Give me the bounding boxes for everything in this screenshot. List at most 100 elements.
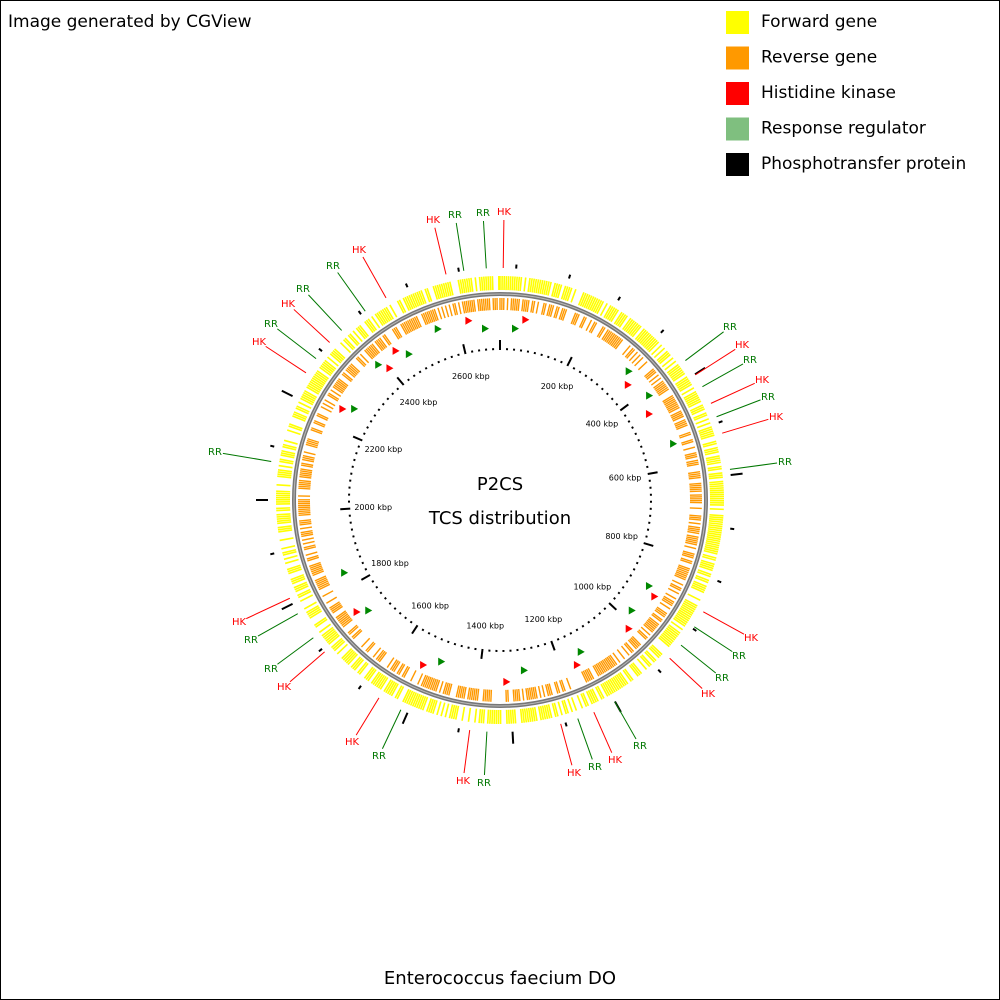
forward-gene [690, 586, 705, 594]
reverse-gene [431, 678, 437, 691]
forward-gene [329, 353, 342, 364]
reverse-gene [681, 553, 694, 559]
forward-gene [705, 540, 720, 545]
forward-gene [704, 450, 719, 456]
forward-gene [278, 464, 293, 469]
callout-label: HK [232, 617, 247, 628]
reverse-gene [366, 347, 376, 358]
reverse-gene [299, 519, 312, 522]
forward-gene [541, 705, 547, 720]
forward-gene [570, 697, 578, 711]
callout-label: HK [345, 737, 360, 748]
reverse-gene [312, 570, 325, 577]
reverse-gene [683, 446, 696, 451]
reverse-gene [309, 561, 321, 568]
forward-gene [308, 608, 321, 618]
forward-gene [331, 351, 343, 363]
forward-gene [363, 666, 374, 679]
scale-tick [634, 432, 638, 436]
scale-tick [643, 542, 654, 547]
forward-gene [648, 341, 660, 353]
forward-gene [554, 283, 561, 298]
scale-tick [375, 585, 379, 589]
forward-gene [643, 336, 655, 349]
forward-gene [277, 525, 292, 529]
forward-gene [702, 553, 717, 559]
forward-gene [321, 363, 334, 373]
callout-line [257, 613, 299, 637]
callout-line [483, 731, 488, 776]
callout-label: HK [277, 682, 292, 693]
forward-gene [396, 686, 405, 700]
reverse-gene [467, 687, 471, 700]
scale-label: 400 kbp [586, 420, 619, 429]
scale-label: 1200 kbp [525, 615, 563, 624]
reverse-gene [685, 538, 698, 542]
reverse-gene [461, 686, 465, 699]
scale-tick [625, 580, 629, 583]
callout-label: RR [477, 778, 491, 789]
reverse-gene [440, 306, 446, 319]
forward-gene [509, 709, 513, 724]
forward-gene [478, 709, 482, 724]
forward-gene [467, 707, 472, 722]
forward-gene [474, 277, 478, 292]
forward-gene [547, 704, 553, 719]
forward-gene [409, 692, 417, 706]
reverse-gene [438, 681, 444, 693]
forward-gene [341, 648, 353, 660]
forward-gene [646, 339, 658, 351]
reverse-gene [531, 300, 536, 313]
forward-gene [704, 545, 719, 551]
reverse-gene [420, 313, 427, 326]
reverse-gene [408, 319, 416, 331]
forward-gene [539, 705, 545, 720]
forward-gene [276, 513, 291, 516]
reverse-gene [433, 679, 439, 692]
forward-gene [396, 300, 405, 314]
forward-gene [383, 679, 392, 693]
scale-tick [556, 638, 560, 641]
tcs-marker [625, 367, 633, 376]
forward-gene [293, 581, 308, 589]
callout-label: HK [608, 755, 623, 766]
forward-gene [478, 276, 482, 291]
reverse-gene [537, 685, 542, 698]
tcs-marker [646, 391, 654, 400]
callout-label: HK [352, 245, 367, 256]
forward-gene [311, 377, 325, 387]
forward-gene [527, 277, 531, 293]
forward-gene [336, 643, 348, 655]
forward-gene [698, 428, 713, 435]
forward-gene [344, 650, 356, 663]
forward-gene [291, 577, 306, 585]
reverse-gene [678, 431, 691, 437]
forward-gene [661, 357, 674, 368]
scale-tick [627, 420, 631, 423]
forward-gene [628, 322, 639, 335]
forward-gene [402, 297, 410, 311]
forward-gene [695, 574, 710, 582]
reverse-gene [360, 637, 371, 648]
forward-gene [357, 661, 368, 674]
scale-tick [587, 620, 591, 624]
scale-tick [613, 597, 616, 600]
callout-label: RR [732, 651, 746, 662]
reverse-gene [681, 440, 694, 446]
reverse-gene [457, 302, 462, 315]
scale-tick [595, 382, 599, 386]
reverse-gene [417, 673, 424, 685]
forward-gene [385, 306, 394, 320]
reverse-gene [530, 687, 535, 700]
reverse-gene [689, 486, 702, 489]
forward-gene [347, 334, 359, 347]
forward-gene [342, 649, 354, 661]
scale-tick [566, 356, 573, 367]
reverse-gene [330, 389, 342, 397]
forward-gene [699, 565, 713, 572]
reverse-gene [675, 422, 688, 429]
callout-label: RR [326, 261, 340, 272]
reverse-gene [514, 689, 517, 702]
scale-label: 200 kbp [541, 382, 574, 391]
forward-gene [709, 487, 724, 490]
